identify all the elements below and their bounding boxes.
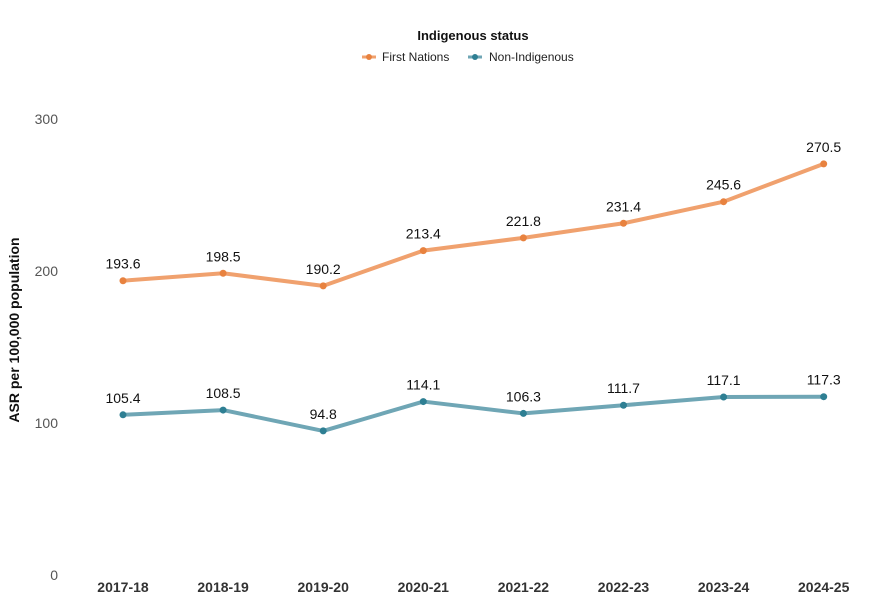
x-tick-label: 2023-24: [698, 579, 750, 595]
x-tick-label: 2019-20: [298, 579, 350, 595]
legend-swatch-point: [472, 54, 478, 60]
data-point: [319, 427, 327, 435]
data-label: 117.1: [707, 372, 741, 388]
x-tick-label: 2018-19: [197, 579, 249, 595]
y-tick-label: 100: [35, 415, 59, 431]
data-point: [219, 269, 227, 277]
y-axis-ticks: 0 100 200 300: [35, 111, 59, 583]
data-label: 94.8: [310, 406, 337, 422]
data-label: 193.6: [105, 256, 140, 272]
data-label: 117.3: [807, 372, 841, 388]
series-non-indigenous: 105.4 108.5 94.8 114.1 106.3 111.7 117.1 117.3: [105, 372, 841, 435]
series-group: 193.6 198.5 190.2 213.4 221.8 231.4 245.6 270.5…: [105, 139, 841, 435]
data-point: [519, 234, 527, 242]
data-point: [119, 277, 127, 285]
data-point: [219, 406, 227, 414]
data-label: 108.5: [206, 385, 241, 401]
data-point: [720, 198, 728, 206]
data-point: [519, 409, 527, 417]
x-tick-label: 2021-22: [498, 579, 550, 595]
legend-label: First Nations: [382, 50, 449, 64]
data-label: 231.4: [606, 198, 641, 214]
data-point: [820, 393, 828, 401]
data-label: 221.8: [506, 213, 541, 229]
data-label: 198.5: [206, 248, 241, 264]
legend-title: Indigenous status: [417, 28, 528, 43]
x-tick-label: 2022-23: [598, 579, 650, 595]
x-axis-ticks: 2017-18 2018-19 2019-20 2020-21 2021-22 2022-…: [97, 579, 849, 595]
y-axis-label: ASR per 100,000 population: [6, 237, 22, 422]
y-tick-label: 300: [35, 111, 59, 127]
x-tick-label: 2017-18: [97, 579, 149, 595]
data-point: [620, 219, 627, 227]
data-label: 270.5: [806, 139, 841, 155]
data-label: 105.4: [105, 390, 140, 406]
legend-label: Non-Indigenous: [489, 50, 574, 64]
legend: Indigenous status First Nations Non-Indig…: [362, 28, 574, 64]
series-line: [121, 161, 826, 288]
data-label: 106.3: [506, 388, 541, 404]
data-point: [319, 282, 327, 290]
y-tick-label: 0: [50, 567, 58, 583]
x-tick-label: 2024-25: [798, 579, 850, 595]
data-point: [620, 401, 627, 409]
legend-item: Non-Indigenous: [468, 50, 574, 64]
legend-swatch-point: [366, 54, 372, 60]
data-label: 245.6: [706, 177, 741, 193]
data-point: [720, 393, 728, 401]
y-tick-label: 200: [35, 263, 59, 279]
data-point: [119, 411, 127, 419]
series-line: [121, 394, 826, 433]
data-point: [820, 160, 828, 168]
data-label: 213.4: [406, 226, 441, 242]
data-label: 111.7: [607, 380, 640, 396]
series-first-nations: 193.6 198.5 190.2 213.4 221.8 231.4 245.6 270.5: [105, 139, 841, 290]
data-point: [419, 247, 427, 255]
legend-item: First Nations: [362, 50, 449, 64]
data-point: [419, 398, 427, 406]
data-label: 190.2: [306, 261, 341, 277]
x-tick-label: 2020-21: [398, 579, 450, 595]
data-label: 114.1: [406, 377, 440, 393]
